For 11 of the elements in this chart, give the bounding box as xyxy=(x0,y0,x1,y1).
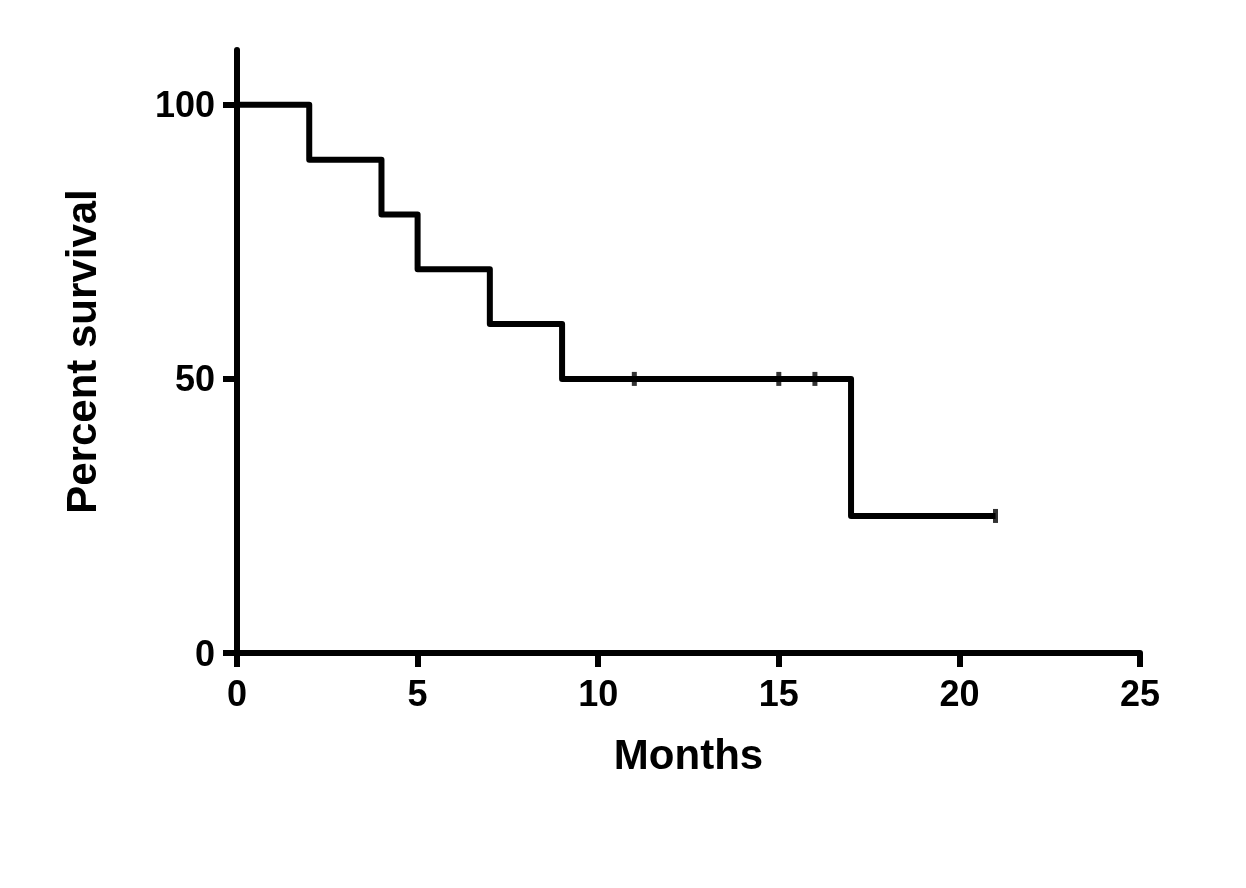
x-tick-label: 20 xyxy=(939,672,980,714)
x-tick-label: 5 xyxy=(407,672,428,714)
y-tick-label: 100 xyxy=(154,84,215,126)
x-tick-label: 25 xyxy=(1119,672,1161,714)
x-tick-label: 15 xyxy=(758,672,799,714)
y-tick-label: 50 xyxy=(174,358,215,400)
x-axis-title: Months xyxy=(613,730,764,778)
y-tick-label: 0 xyxy=(194,632,215,674)
x-tick-label: 0 xyxy=(226,672,248,714)
y-axis-title: Percent survival xyxy=(57,189,105,514)
x-tick-label: 10 xyxy=(578,672,619,714)
